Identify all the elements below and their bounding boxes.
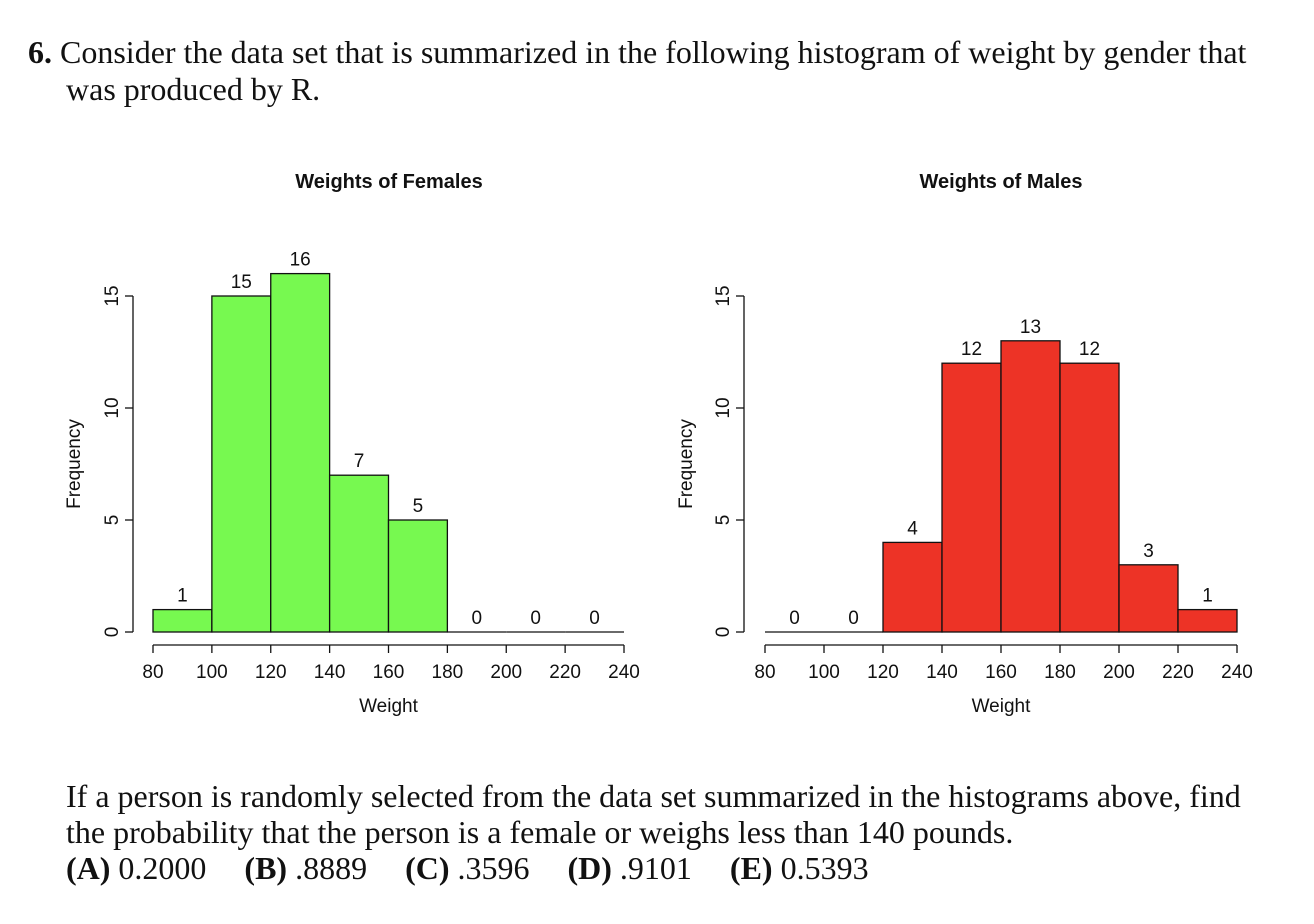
male-bar-4	[1000, 340, 1061, 633]
choice-a[interactable]: (A) 0.2000	[66, 850, 207, 886]
male-bar-label-2: 4	[907, 518, 918, 539]
female-bar-label-7: 0	[589, 608, 600, 629]
choice-b[interactable]: (B) .8889	[244, 850, 368, 886]
male-y-axis-label: Frequency	[676, 419, 697, 509]
female-x-tick-label-3: 140	[314, 662, 346, 683]
question-number: 6.	[28, 34, 52, 70]
male-x-tick-label-7: 220	[1162, 662, 1194, 683]
male-y-tick-label-1: 5	[713, 515, 734, 526]
female-y-tick-label-1: 5	[102, 515, 123, 526]
female-bar-3	[328, 474, 390, 633]
male-bar-3	[941, 362, 1002, 633]
male-x-tick-label-2: 120	[867, 662, 899, 683]
male-y-tick-label-0: 0	[713, 627, 734, 638]
female-x-tick-label-7: 220	[549, 662, 581, 683]
choice-e[interactable]: (E) 0.5393	[729, 850, 869, 886]
male-x-tick-label-1: 100	[808, 662, 840, 683]
male-bar-7	[1177, 608, 1238, 633]
female-bar-0	[152, 608, 213, 633]
male-chart-title: Weights of Males	[920, 171, 1083, 193]
female-x-axis-label: Weight	[359, 696, 419, 717]
male-y-tick-label-2: 10	[713, 397, 734, 418]
female-bar-label-4: 5	[413, 496, 424, 517]
male-bar-label-4: 13	[1020, 317, 1041, 338]
question-prompt: If a person is randomly selected from th…	[66, 778, 1296, 886]
prompt-line-1: If a person is randomly selected from th…	[66, 778, 1241, 814]
choice-c[interactable]: (C) .3596	[405, 850, 530, 886]
male-bar-label-0: 0	[789, 608, 800, 629]
female-x-tick-label-8: 240	[608, 662, 640, 683]
female-bar-label-2: 16	[290, 250, 311, 271]
male-x-tick-label-5: 180	[1044, 662, 1076, 683]
male-x-tick-label-6: 200	[1103, 662, 1135, 683]
male-x-axis-label: Weight	[972, 696, 1032, 717]
male-bar-label-1: 0	[848, 608, 859, 629]
male-x-tick-label-8: 240	[1221, 662, 1253, 683]
choice-d[interactable]: (D) .9101	[567, 850, 692, 886]
question-text: 6. Consider the data set that is summari…	[28, 34, 1288, 108]
question-line-2: was produced by R.	[66, 71, 321, 107]
question-line-1-text: Consider the data set that is summarized…	[60, 34, 1247, 70]
male-bar-label-3: 12	[961, 339, 982, 360]
female-x-tick-label-6: 200	[490, 662, 522, 683]
answer-choices: (A) 0.2000 (B) .8889 (C) .3596 (D) .9101…	[66, 850, 1296, 886]
male-x-tick-label-4: 160	[985, 662, 1017, 683]
female-bar-1	[211, 295, 272, 633]
male-bar-label-6: 3	[1143, 541, 1154, 562]
female-x-tick-label-1: 100	[196, 662, 228, 683]
female-y-tick-label-3: 15	[102, 285, 123, 306]
female-bar-2	[270, 272, 331, 633]
prompt-line-2: the probability that the person is a fem…	[66, 814, 1014, 850]
question-line-1: 6. Consider the data set that is summari…	[28, 34, 1288, 71]
female-y-tick-label-2: 10	[102, 397, 123, 418]
male-bar-2	[882, 541, 943, 633]
female-bar-4	[387, 519, 449, 633]
female-bar-label-5: 0	[472, 608, 483, 629]
male-bar-5	[1059, 362, 1120, 633]
female-x-tick-label-2: 120	[255, 662, 287, 683]
female-chart-title: Weights of Females	[295, 171, 482, 193]
female-x-tick-label-4: 160	[373, 662, 405, 683]
female-y-tick-label-0: 0	[102, 627, 123, 638]
female-x-tick-label-5: 180	[432, 662, 464, 683]
male-x-tick-label-3: 140	[926, 662, 958, 683]
female-y-axis-label: Frequency	[64, 419, 85, 509]
male-bar-6	[1118, 564, 1179, 633]
female-bar-label-1: 15	[231, 272, 252, 293]
male-bar-label-5: 12	[1079, 339, 1100, 360]
female-x-tick-label-0: 80	[142, 662, 163, 683]
male-bar-label-7: 1	[1202, 586, 1213, 607]
female-bar-label-0: 1	[177, 586, 188, 607]
female-bar-label-6: 0	[530, 608, 541, 629]
female-bar-label-3: 7	[354, 451, 365, 472]
male-y-tick-label-3: 15	[713, 285, 734, 306]
male-x-tick-label-0: 80	[754, 662, 775, 683]
